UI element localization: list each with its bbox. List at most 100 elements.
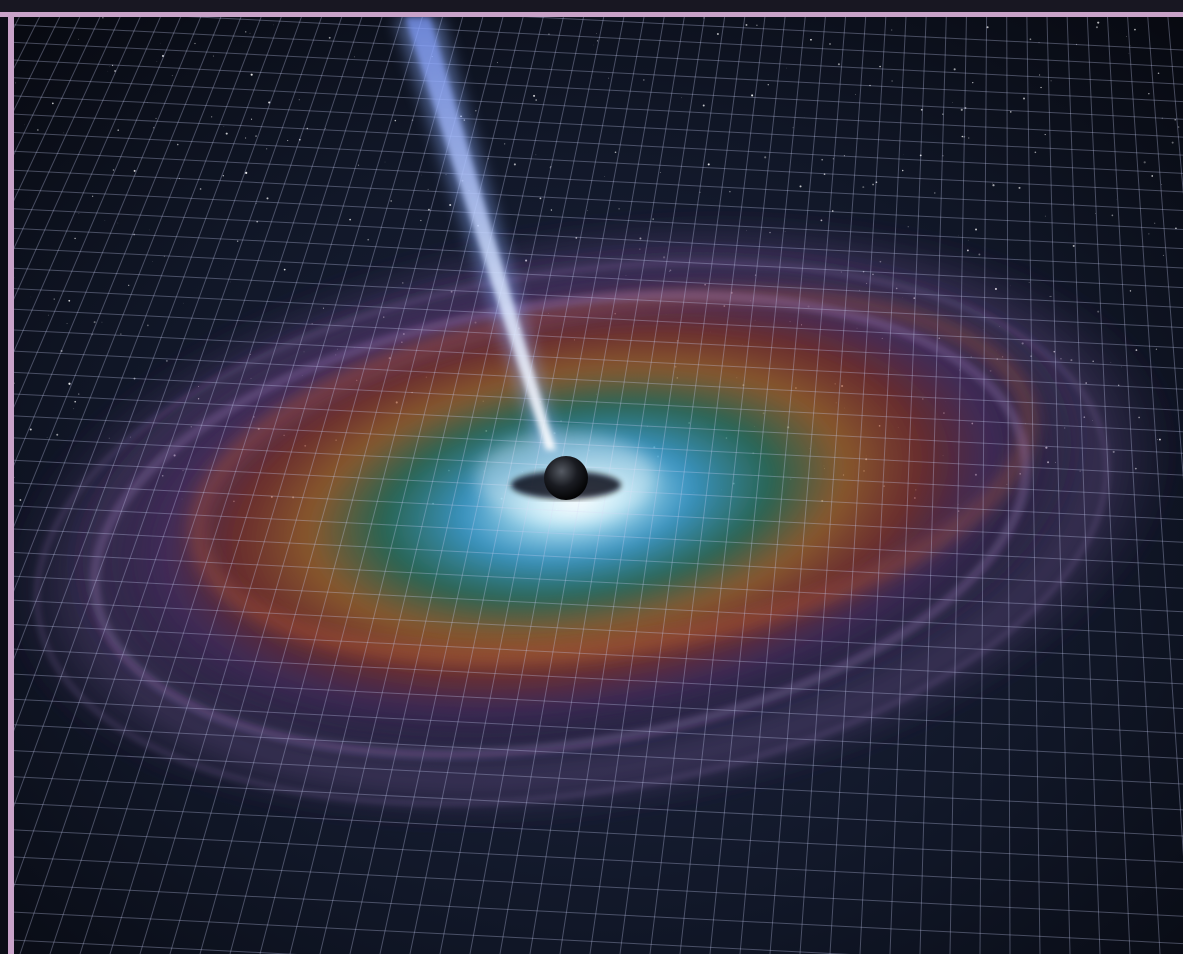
star [287,139,289,142]
grid-line [769,17,847,954]
grid-line [14,911,851,954]
star [298,138,301,141]
star [73,408,75,410]
grid-line [14,856,1183,917]
grid-line [14,698,1183,760]
star [183,302,184,304]
star [427,188,429,190]
grid-line [199,17,464,954]
grid-line [14,648,1183,709]
star [986,26,989,29]
grid-line [349,17,564,954]
grid-line [229,17,484,954]
star [1072,244,1075,247]
grid-line [14,77,1183,138]
grid-line [949,17,967,954]
star [891,80,893,82]
star [51,102,54,105]
grid-line [109,17,403,954]
star [14,82,17,84]
grid-line [1147,17,1183,481]
star [487,158,489,160]
star [716,33,719,36]
star [756,24,758,26]
star [249,32,251,34]
grid-line [14,17,242,592]
star [1111,214,1114,217]
star [222,175,224,177]
star [975,228,978,231]
star [324,128,326,129]
star [539,197,542,200]
star [1161,184,1163,185]
star [128,284,130,286]
star [843,155,845,157]
star [178,177,181,180]
star [550,209,553,211]
grid-line [649,17,766,954]
grid-line [14,17,202,467]
star [133,169,136,172]
star [78,213,80,214]
grid-line [799,17,867,954]
star [78,393,80,395]
star [855,93,856,95]
grid-line [14,17,323,888]
star [1009,111,1012,113]
grid-line [169,17,443,954]
grid-line [1046,17,1071,954]
star [960,108,963,111]
star [952,102,953,103]
star [751,94,754,97]
star [146,324,149,327]
grid-line [589,17,726,954]
grid-line [829,17,887,954]
star [66,323,68,325]
grid-line [619,17,746,954]
star [53,298,55,300]
star [272,24,274,26]
star [353,56,355,58]
grid-line [14,267,1183,329]
grid-line [889,17,927,954]
star [255,203,257,204]
star [707,163,710,166]
grid-line [919,17,947,954]
star [390,200,392,202]
star [1034,151,1037,154]
star [1126,35,1127,37]
star [1143,161,1146,164]
grid-line [859,17,907,954]
star [250,73,253,76]
star [298,99,300,101]
star [212,55,214,57]
star [934,192,936,194]
grid-line [739,17,826,954]
star [120,333,122,335]
star [831,210,834,212]
star [643,79,645,81]
grid-line [979,17,988,954]
star [266,148,268,150]
star [328,36,331,39]
star [1157,72,1160,75]
star [872,183,874,186]
star [37,129,39,131]
star [1095,213,1096,214]
star [550,166,552,167]
star [268,101,271,104]
star [255,135,257,137]
grid-line [14,802,1183,863]
star [596,33,597,34]
star [367,238,370,241]
grid-line [14,17,101,202]
grid-line [14,17,282,732]
black-hole [544,456,588,500]
grid-line [14,188,1183,250]
star [223,126,225,127]
star [68,382,71,385]
grid-line [49,17,363,954]
grid-line [14,308,1183,369]
